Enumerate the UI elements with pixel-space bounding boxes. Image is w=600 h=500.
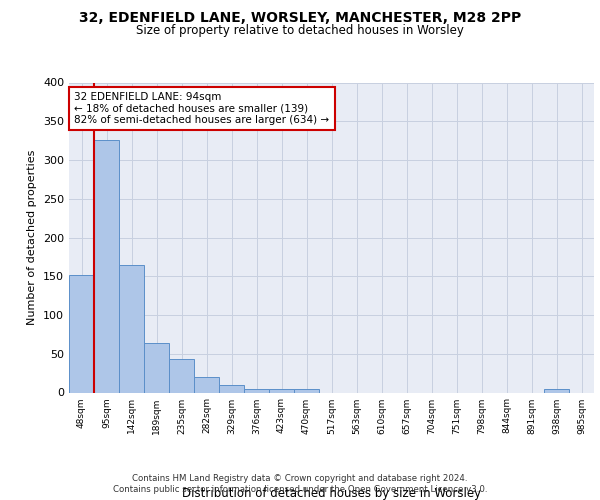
Bar (294, 390, 319, 392)
Bar (69, 274, 94, 392)
Bar (244, 388, 269, 392)
Bar (194, 377, 219, 392)
Bar (144, 343, 169, 392)
Bar (544, 390, 569, 392)
Bar (94, 140, 119, 392)
Text: Size of property relative to detached houses in Worsley: Size of property relative to detached ho… (136, 24, 464, 37)
X-axis label: Distribution of detached houses by size in Worsley: Distribution of detached houses by size … (182, 486, 481, 500)
Y-axis label: Number of detached properties: Number of detached properties (28, 150, 37, 325)
Bar (269, 390, 294, 392)
Bar (219, 385, 244, 392)
Text: 32, EDENFIELD LANE, WORSLEY, MANCHESTER, M28 2PP: 32, EDENFIELD LANE, WORSLEY, MANCHESTER,… (79, 11, 521, 25)
Text: Contains HM Land Registry data © Crown copyright and database right 2024.
Contai: Contains HM Land Registry data © Crown c… (113, 474, 487, 494)
Text: 32 EDENFIELD LANE: 94sqm
← 18% of detached houses are smaller (139)
82% of semi-: 32 EDENFIELD LANE: 94sqm ← 18% of detach… (74, 92, 329, 125)
Bar (169, 359, 194, 392)
Bar (119, 266, 144, 392)
